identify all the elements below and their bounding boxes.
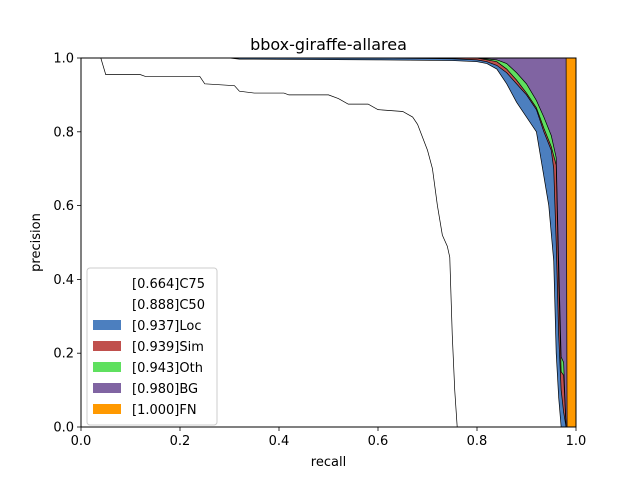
x-tick-label: 0.6 <box>368 434 389 449</box>
legend-swatch-loc <box>93 320 121 330</box>
y-tick-label: 0.8 <box>53 125 74 140</box>
y-tick-label: 0.4 <box>53 273 74 288</box>
x-tick-label: 0.8 <box>467 434 488 449</box>
y-tick-label: 0.0 <box>53 421 74 436</box>
y-tick-label: 0.2 <box>53 347 74 362</box>
legend-label-oth: [0.943]Oth <box>132 361 203 376</box>
y-tick-label: 0.6 <box>53 199 74 214</box>
y-axis-label: precision <box>29 213 44 272</box>
legend-label-c75: [0.664]C75 <box>132 277 205 292</box>
legend-label-bg: [0.980]BG <box>132 382 198 397</box>
y-tick-label: 1.0 <box>53 52 74 67</box>
line-sim <box>81 57 567 428</box>
x-tick-label: 1.0 <box>566 434 587 449</box>
line-c75 <box>81 57 458 428</box>
legend-swatch-c75 <box>93 278 121 288</box>
legend-swatch-fn <box>93 404 121 414</box>
x-tick-label: 0.0 <box>71 434 92 449</box>
legend-label-c50: [0.888]C50 <box>132 298 205 313</box>
legend-swatch-oth <box>93 362 121 372</box>
line-loc <box>81 57 567 428</box>
x-axis-ticks: 0.0 0.2 0.4 0.6 0.8 1.0 <box>71 427 587 449</box>
legend: [0.664]C75 [0.888]C50 [0.937]Loc [0.939]Sim… <box>86 267 218 426</box>
legend-label-sim: [0.939]Sim <box>132 340 204 355</box>
legend-swatch-c50 <box>93 299 121 309</box>
chart-title: bbox-giraffe-allarea <box>250 35 407 54</box>
line-c50 <box>81 57 562 428</box>
legend-swatch-sim <box>93 341 121 351</box>
legend-label-fn: [1.000]FN <box>132 403 197 418</box>
legend-swatch-bg <box>93 383 121 393</box>
x-tick-label: 0.4 <box>269 434 290 449</box>
x-tick-label: 0.2 <box>170 434 191 449</box>
x-axis-label: recall <box>311 455 346 470</box>
plot-frame <box>80 57 577 428</box>
line-oth <box>81 57 567 428</box>
legend-label-loc: [0.937]Loc <box>132 319 201 334</box>
y-axis-ticks: 0.0 0.2 0.4 0.6 0.8 1.0 <box>53 52 81 436</box>
